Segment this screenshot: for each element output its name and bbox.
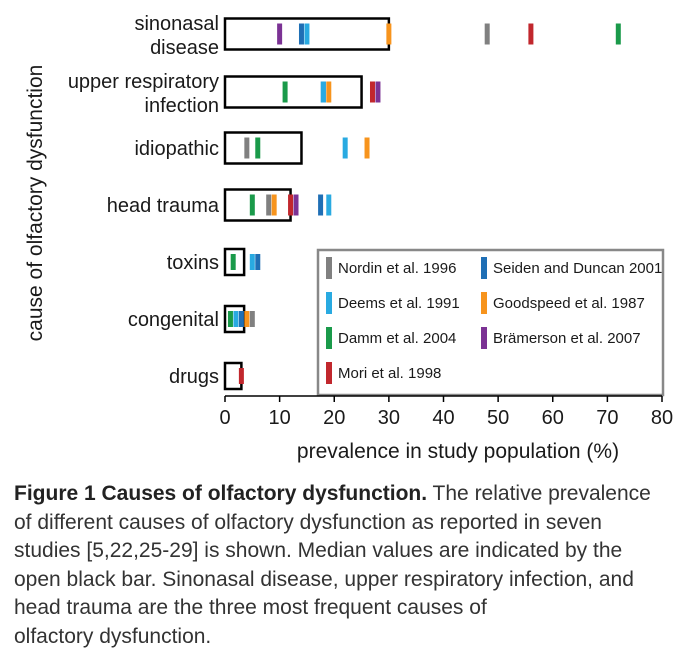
study-mark: [318, 194, 324, 216]
median-box: [223, 304, 246, 334]
category-label: disease: [150, 37, 219, 59]
legend-label: Goodspeed et al. 1987: [493, 295, 645, 312]
legend-box: [316, 248, 665, 397]
legend-label: Deems et al. 1991: [338, 295, 460, 312]
caption-label: Figure 1 Causes of olfactory dysfunction…: [14, 482, 428, 505]
study-mark: [528, 23, 534, 45]
study-mark: [238, 311, 244, 327]
legend-label: Brämerson et al. 2007: [493, 330, 641, 347]
study-mark: [277, 23, 283, 45]
x-tick-label: 80: [651, 407, 673, 429]
legend-label: Nordin et al. 1996: [338, 260, 456, 277]
study-mark: [230, 254, 236, 270]
caption-line: of different causes of olfactory dysfunc…: [14, 510, 602, 534]
median-box: [223, 247, 246, 277]
legend-swatch: [481, 327, 487, 349]
study-mark: [249, 254, 255, 270]
category-label: toxins: [167, 252, 219, 274]
legend-swatch: [326, 327, 332, 349]
legend-swatch: [481, 257, 487, 279]
study-mark: [298, 23, 304, 45]
study-mark: [255, 254, 261, 270]
legend-swatch: [481, 292, 487, 314]
x-tick-label: 0: [219, 407, 230, 429]
category-label: infection: [145, 95, 220, 117]
median-box: [223, 131, 303, 165]
x-tick-label: 50: [487, 407, 509, 429]
median-box: [223, 75, 363, 109]
study-mark: [266, 194, 272, 216]
study-mark: [364, 137, 370, 159]
x-tick-label: 70: [596, 407, 618, 429]
study-mark: [304, 23, 310, 45]
legend-swatch: [326, 257, 332, 279]
y-axis-label: cause of olfactory dysfunction: [24, 65, 47, 342]
category-label: idiopathic: [134, 138, 219, 160]
legend-label: Mori et al. 1998: [338, 365, 441, 382]
study-mark: [271, 194, 277, 216]
study-mark: [249, 194, 255, 216]
study-mark: [233, 311, 239, 327]
median-box: [223, 188, 292, 222]
caption-line: open black bar. Sinonasal disease, upper…: [14, 567, 634, 591]
category-label: head trauma: [107, 195, 220, 217]
study-mark: [293, 194, 299, 216]
study-mark: [255, 137, 261, 159]
study-mark: [615, 23, 621, 45]
study-mark: [342, 137, 348, 159]
category-label: congenital: [128, 309, 219, 331]
study-mark: [386, 23, 392, 45]
study-mark: [326, 194, 332, 216]
study-mark: [238, 368, 244, 384]
x-tick-label: 10: [269, 407, 291, 429]
x-tick-label: 20: [323, 407, 345, 429]
legend-swatch: [326, 292, 332, 314]
x-tick-label: 30: [378, 407, 400, 429]
legend-swatch: [326, 362, 332, 384]
caption-line: olfactory dysfunction.: [14, 624, 212, 648]
study-mark: [282, 81, 288, 103]
study-mark: [249, 311, 255, 327]
category-label: sinonasal: [134, 13, 219, 35]
study-mark: [320, 81, 326, 103]
study-mark: [227, 311, 233, 327]
category-label: upper respiratory: [68, 71, 219, 93]
study-mark: [375, 81, 381, 103]
study-marks: [227, 23, 621, 384]
study-mark: [326, 81, 332, 103]
x-axis-label: prevalence in study population (%): [297, 440, 619, 463]
figure-caption: Figure 1 Causes of olfactory dysfunction…: [14, 480, 690, 651]
olfactory-dysfunction-chart: cause of olfactory dysfunction sinonasal…: [24, 13, 673, 463]
study-mark: [244, 311, 250, 327]
caption-line: head trauma are the three most frequent …: [14, 596, 487, 619]
legend: Nordin et al. 1996 Seiden and Duncan 2001…: [316, 248, 665, 397]
legend-label: Damm et al. 2004: [338, 330, 456, 347]
study-mark: [484, 23, 490, 45]
x-tick-label: 60: [542, 407, 564, 429]
study-mark: [244, 137, 250, 159]
x-tick-label: 40: [432, 407, 454, 429]
x-axis-ticks: 0 10 20 30 40 50 60 70 80: [219, 396, 673, 429]
category-label: drugs: [169, 366, 219, 388]
study-mark: [369, 81, 375, 103]
caption-line: The relative prevalence: [432, 482, 651, 505]
study-mark: [288, 194, 294, 216]
caption-line: studies [5,22,25-29] is shown. Median va…: [14, 539, 623, 562]
legend-label: Seiden and Duncan 2001: [493, 260, 662, 277]
